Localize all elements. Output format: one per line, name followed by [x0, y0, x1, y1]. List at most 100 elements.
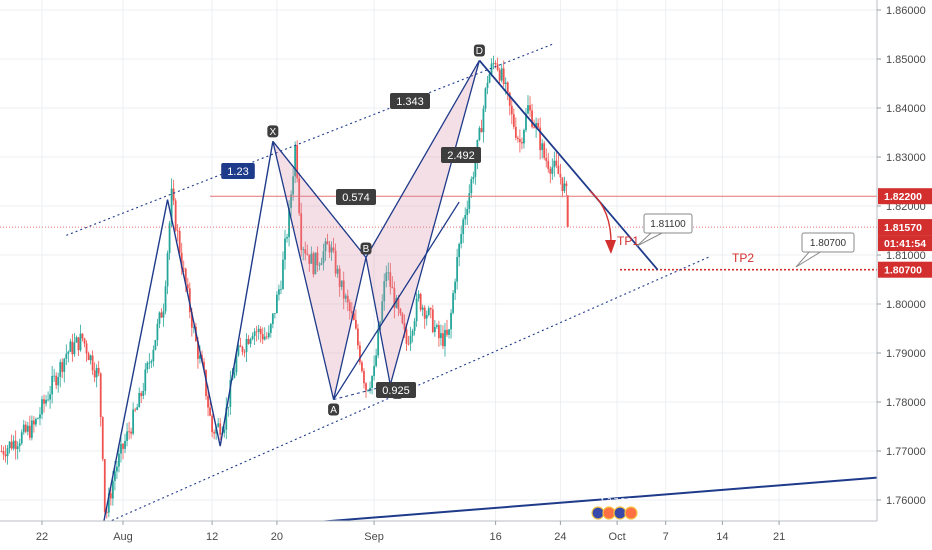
ratio-value: 0.925	[382, 385, 410, 397]
y-tick-label: 1.79000	[886, 348, 926, 360]
candle-body	[563, 183, 566, 192]
wave-line[interactable]	[333, 201, 460, 400]
candle-body	[144, 369, 147, 391]
ratio-connector	[272, 141, 367, 258]
tp2-callout[interactable]: 1.80700	[795, 232, 855, 268]
pattern-point-a[interactable]: A	[328, 403, 340, 417]
candle-body	[265, 336, 268, 338]
pattern-labels: XABCD1.231.3430.5742.4920.925TP1TP21.811…	[221, 44, 855, 520]
price-badge[interactable]: 01:41:54	[878, 235, 932, 252]
y-tick-label: 1.83000	[886, 152, 926, 164]
ratio-label[interactable]: 1.23	[221, 163, 255, 179]
candle-body	[314, 252, 317, 275]
candle-body	[409, 335, 412, 344]
price-badge[interactable]: 1.81570	[878, 219, 932, 236]
candle-body	[320, 262, 323, 265]
candle-body	[462, 219, 465, 235]
candle-body	[387, 272, 390, 274]
projection-line[interactable]	[478, 59, 659, 271]
candle-body	[158, 312, 161, 324]
candle-body	[93, 370, 96, 378]
candle-body	[207, 395, 209, 408]
candle-body	[160, 312, 163, 318]
candle-body	[425, 314, 428, 319]
candle-body	[442, 333, 444, 347]
ratio-label[interactable]: 0.574	[336, 189, 376, 205]
candle-body	[525, 113, 527, 131]
candle-body	[300, 213, 303, 251]
candle-body	[0, 451, 3, 452]
ratio-label[interactable]: 2.492	[441, 147, 481, 163]
candle-body	[2, 451, 5, 455]
candle-body	[421, 307, 424, 310]
candle-body	[192, 327, 195, 328]
channel-lower-line[interactable]	[102, 255, 711, 526]
candle-body	[111, 480, 114, 499]
y-tick-label: 1.85000	[886, 54, 926, 66]
candle-body	[405, 329, 408, 344]
arrow-head-icon	[605, 240, 616, 254]
candle-body	[73, 342, 76, 355]
channel-upper-line[interactable]	[66, 43, 553, 236]
candle-body	[450, 312, 452, 330]
price-badge[interactable]: 1.82200	[878, 188, 932, 205]
candle-body	[365, 383, 367, 391]
x-tick-label: 22	[36, 531, 48, 543]
tp1-callout[interactable]: 1.81100	[636, 213, 693, 247]
x-tick-label: 12	[206, 531, 218, 543]
candle-body	[523, 130, 525, 144]
candle-body	[184, 268, 187, 285]
candle-body	[273, 313, 276, 314]
zigzag-wave-line[interactable]	[102, 141, 274, 528]
candle-body	[81, 333, 84, 339]
candle-body	[87, 353, 90, 361]
candle-body	[30, 420, 33, 438]
economic-events-icon[interactable]: 1 3 7 2 3	[591, 497, 638, 520]
candle-body	[109, 493, 112, 499]
candle-body	[116, 466, 118, 472]
candle-body	[566, 195, 569, 228]
candle-body	[190, 312, 193, 328]
candle-body	[217, 423, 220, 427]
candle-body	[322, 251, 325, 263]
candle-body	[334, 250, 337, 274]
candle-body	[136, 407, 139, 410]
price-badge[interactable]: 1.80700	[878, 261, 932, 278]
candle-body	[385, 272, 388, 282]
candle-body	[99, 373, 102, 418]
candle-body	[468, 193, 471, 209]
candle-body	[105, 512, 108, 513]
candle-body	[188, 288, 191, 313]
time-axis[interactable]	[0, 521, 932, 550]
candle-body	[120, 443, 122, 454]
ratio-label[interactable]: 0.925	[376, 382, 416, 398]
candle-body	[142, 390, 145, 397]
candle-body	[413, 321, 416, 331]
candle-body	[502, 68, 505, 84]
candle-body	[89, 355, 92, 361]
candle-body	[342, 280, 345, 299]
candle-body	[203, 361, 205, 370]
candle-body	[377, 330, 380, 356]
candle-body	[557, 165, 560, 174]
candle-body	[174, 200, 177, 231]
candle-body	[561, 177, 564, 192]
candle-body	[253, 331, 256, 337]
candle-body	[39, 414, 41, 419]
candle-body	[470, 179, 473, 194]
candle-body	[399, 309, 402, 314]
candle-body	[243, 351, 246, 353]
ratio-label[interactable]: 1.343	[390, 93, 430, 109]
long-trend-line[interactable]	[304, 476, 886, 524]
candle-body	[261, 334, 264, 340]
pattern-point-label: B	[363, 244, 370, 255]
candle-body	[316, 252, 319, 266]
pattern-point-b[interactable]: B	[360, 242, 372, 255]
pattern-point-x[interactable]: X	[267, 125, 279, 138]
candle-body	[18, 443, 21, 447]
x-tick-label: 7	[663, 531, 669, 543]
candle-body	[124, 440, 126, 449]
pattern-point-d[interactable]: D	[473, 44, 485, 57]
